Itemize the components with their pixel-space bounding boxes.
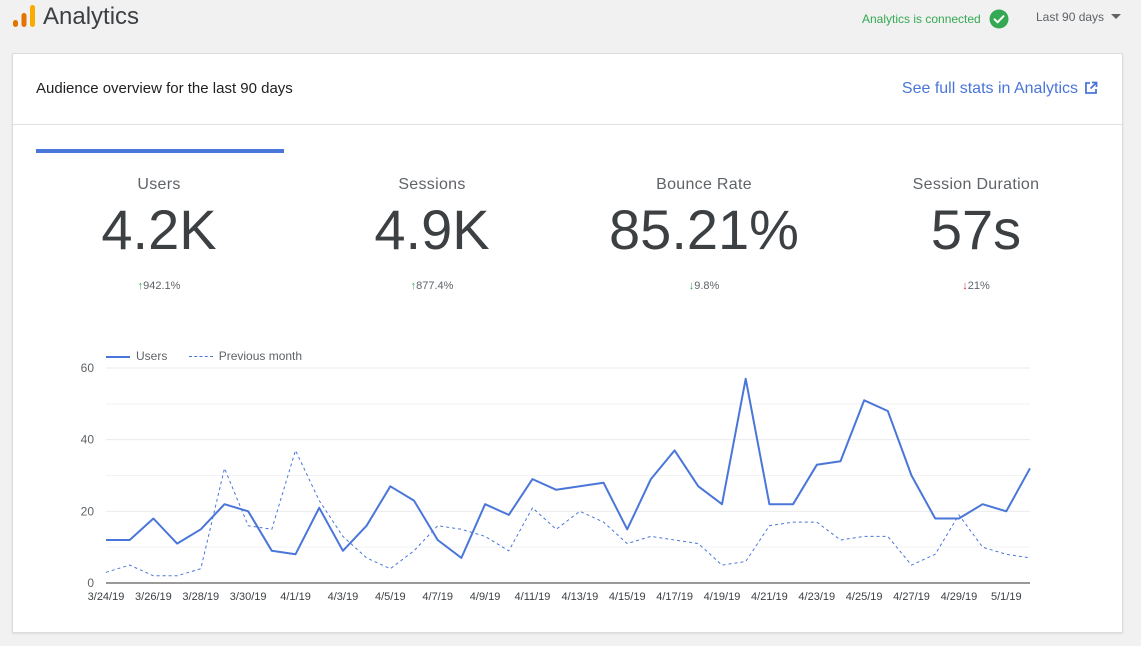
x-tick-label: 4/15/19: [609, 591, 646, 603]
x-tick-label: 4/13/19: [561, 591, 598, 603]
x-tick-label: 3/30/19: [230, 591, 267, 603]
metric-change: ↑942.1%: [34, 280, 284, 292]
y-tick-label: 0: [87, 576, 94, 590]
metric-value: 85.21%: [609, 198, 799, 261]
date-range-label: Last 90 days: [1036, 10, 1105, 24]
metric-sessions[interactable]: Sessions 4.9K ↑877.4%: [307, 176, 557, 292]
legend-item-previous-month[interactable]: Previous month: [188, 349, 303, 363]
arrow-up-icon: ↑: [137, 280, 144, 292]
card-title: Audience overview for the last 90 days: [36, 80, 293, 97]
legend-label: Users: [136, 349, 168, 363]
x-tick-label: 3/26/19: [135, 591, 172, 603]
metric-value: 4.2K: [101, 198, 217, 261]
x-tick-label: 4/5/19: [375, 591, 406, 603]
legend-dashed-swatch: [188, 356, 213, 358]
chart-legend: Users Previous month: [106, 349, 320, 363]
legend-label: Previous month: [218, 349, 303, 363]
y-tick-label: 60: [81, 361, 95, 375]
x-tick-label: 4/21/19: [751, 591, 788, 603]
metric-change: ↑877.4%: [307, 280, 557, 292]
caret-down-icon: [1111, 14, 1122, 20]
x-tick-label: 4/9/19: [470, 591, 501, 603]
arrow-down-icon: ↓: [962, 280, 968, 292]
x-tick-label: 4/3/19: [328, 591, 359, 603]
x-tick-label: 4/1/19: [280, 591, 311, 603]
connection-status: Analytics is connected: [862, 12, 981, 26]
app-title: Analytics: [43, 3, 140, 30]
x-tick-label: 4/23/19: [798, 591, 835, 603]
metric-bounce-rate[interactable]: Bounce Rate 85.21% ↓9.8%: [579, 176, 829, 292]
metric-users[interactable]: Users 4.2K ↑942.1%: [34, 176, 284, 292]
analytics-logo-icon: [13, 5, 35, 27]
full-stats-link[interactable]: See full stats in Analytics: [902, 80, 1098, 98]
metric-label: Bounce Rate: [656, 176, 752, 193]
x-tick-label: 4/17/19: [656, 591, 693, 603]
metric-value: 4.9K: [374, 198, 490, 261]
series-line-users: [106, 377, 1031, 559]
metric-change: ↓9.8%: [579, 280, 829, 292]
metric-change-value: 9.8%: [694, 280, 720, 292]
card-header: Audience overview for the last 90 days S…: [13, 54, 1122, 125]
metric-change-value: 21%: [967, 280, 990, 292]
series-line-previous-month: [105, 449, 1031, 577]
users-line-chart: 0 20 40 60 3/24/19 3/26/19 3/28/19 3/30/19 4/1/1…: [81, 361, 1031, 603]
metric-change-value: 877.4%: [416, 280, 454, 292]
metric-session-duration[interactable]: Session Duration 57s ↓21%: [851, 176, 1101, 292]
metric-label: Session Duration: [912, 176, 1040, 193]
arrow-down-icon: ↓: [688, 280, 695, 292]
x-tick-label: 4/27/19: [893, 591, 930, 603]
x-tick-label: 4/29/19: [941, 591, 978, 603]
x-tick-label: 4/19/19: [704, 591, 741, 603]
x-tick-label: 3/28/19: [182, 591, 219, 603]
selected-metric-indicator: [36, 149, 284, 153]
metric-change: ↓21%: [851, 280, 1101, 292]
metric-value: 57s: [930, 198, 1022, 261]
external-link-icon: [1085, 81, 1098, 94]
x-tick-label: 3/24/19: [88, 591, 125, 603]
metric-label: Sessions: [398, 176, 466, 193]
legend-solid-swatch: [106, 355, 130, 358]
x-tick-label: 4/11/19: [515, 591, 551, 603]
check-circle-icon: [989, 9, 1009, 29]
y-tick-label: 20: [81, 504, 95, 518]
metric-label: Users: [137, 176, 181, 193]
top-bar: Analytics Analytics is connected Last 90…: [0, 0, 1141, 42]
legend-item-users[interactable]: Users: [106, 349, 167, 363]
arrow-up-icon: ↑: [410, 280, 417, 292]
date-range-dropdown[interactable]: Last 90 days: [1036, 10, 1122, 24]
x-tick-label: 4/7/19: [422, 591, 453, 603]
x-tick-label: 4/25/19: [846, 591, 883, 603]
audience-card: Audience overview for the last 90 days S…: [12, 53, 1123, 633]
metric-change-value: 942.1%: [143, 280, 181, 292]
y-tick-label: 40: [81, 433, 95, 447]
full-stats-label: See full stats in Analytics: [901, 80, 1078, 97]
x-tick-label: 5/1/19: [991, 591, 1022, 603]
